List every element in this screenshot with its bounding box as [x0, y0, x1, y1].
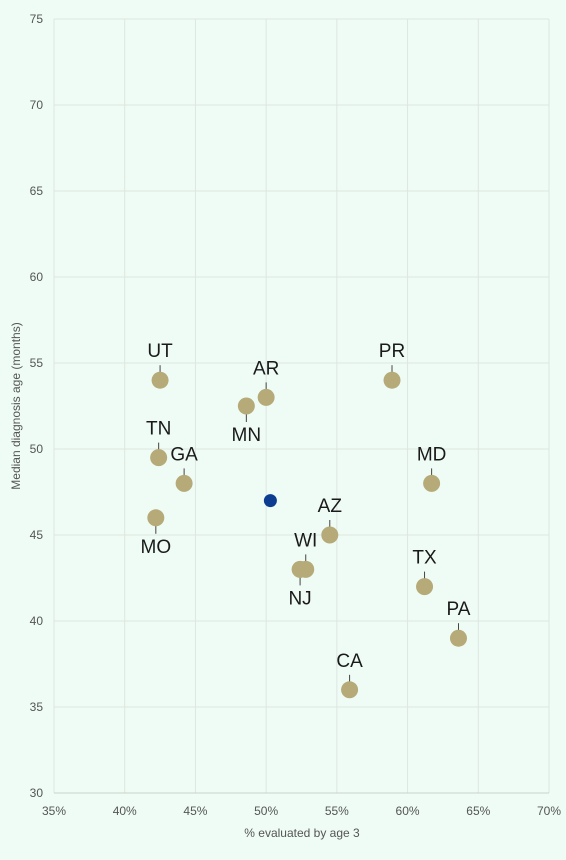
x-tick-label: 45%: [183, 804, 207, 818]
state-marker: [383, 371, 401, 389]
state-label: MO: [141, 537, 172, 558]
state-label: MN: [232, 425, 262, 446]
data-point-az: AZ: [318, 496, 343, 544]
state-label: UT: [147, 341, 173, 362]
y-tick-label: 45: [30, 528, 44, 542]
y-tick-label: 35: [30, 700, 44, 714]
y-tick-label: 50: [30, 442, 44, 456]
y-tick-label: 30: [30, 786, 44, 800]
state-marker: [416, 578, 434, 596]
state-marker: [150, 449, 168, 467]
x-tick-label: 70%: [537, 804, 561, 818]
state-marker: [423, 474, 441, 492]
data-point-pr: PR: [379, 341, 405, 389]
data-point-ca: CA: [336, 651, 363, 699]
data-point-nj: NJ: [288, 560, 312, 609]
x-tick-label: 35%: [42, 804, 66, 818]
data-point-ar: AR: [253, 358, 279, 406]
y-tick-label: 70: [30, 98, 44, 112]
state-marker: [257, 388, 275, 406]
state-label: TN: [146, 419, 171, 440]
grid: [53, 18, 550, 794]
state-label: WI: [294, 530, 317, 551]
x-tick-label: 65%: [466, 804, 490, 818]
state-marker: [321, 526, 339, 544]
state-label: PR: [379, 341, 405, 362]
data-point-md: MD: [417, 444, 447, 492]
y-tick-label: 75: [30, 12, 44, 26]
y-tick-label: 65: [30, 184, 44, 198]
state-marker: [237, 397, 255, 415]
state-marker: [175, 474, 193, 492]
x-tick-label: 50%: [254, 804, 278, 818]
state-label: AR: [253, 358, 279, 379]
data-point-tn: TN: [146, 419, 171, 467]
state-marker: [151, 371, 169, 389]
state-label: CA: [336, 651, 363, 672]
data-point-pa: PA: [447, 599, 471, 647]
state-label: PA: [447, 599, 471, 620]
x-axis-title: % evaluated by age 3: [244, 826, 360, 840]
state-marker: [291, 560, 309, 578]
data-point-mo: MO: [141, 509, 172, 558]
x-tick-label: 40%: [113, 804, 137, 818]
y-tick-label: 40: [30, 614, 44, 628]
data-point-tx: TX: [412, 548, 437, 596]
state-marker: [147, 509, 165, 527]
state-marker: [449, 629, 467, 647]
data-point-ga: GA: [170, 444, 198, 492]
state-marker: [341, 681, 359, 699]
x-tick-label: 60%: [396, 804, 420, 818]
data-point-mn: MN: [232, 397, 262, 446]
y-tick-label: 60: [30, 270, 44, 284]
x-tick-label: 55%: [325, 804, 349, 818]
state-label: GA: [170, 444, 198, 465]
state-label: AZ: [318, 496, 343, 517]
y-axis-ticks: 30 35 40 45 50 55 60 65 70 75: [30, 12, 44, 800]
data-point-ut: UT: [147, 341, 173, 389]
state-label: MD: [417, 444, 447, 465]
y-axis-title: Median diagnosis age (months): [9, 322, 23, 489]
highlight-marker: [263, 494, 277, 508]
state-label: TX: [412, 548, 437, 569]
y-tick-label: 55: [30, 356, 44, 370]
state-label: NJ: [288, 588, 311, 609]
x-axis-ticks: 35% 40% 45% 50% 55% 60% 65% 70%: [42, 804, 561, 818]
